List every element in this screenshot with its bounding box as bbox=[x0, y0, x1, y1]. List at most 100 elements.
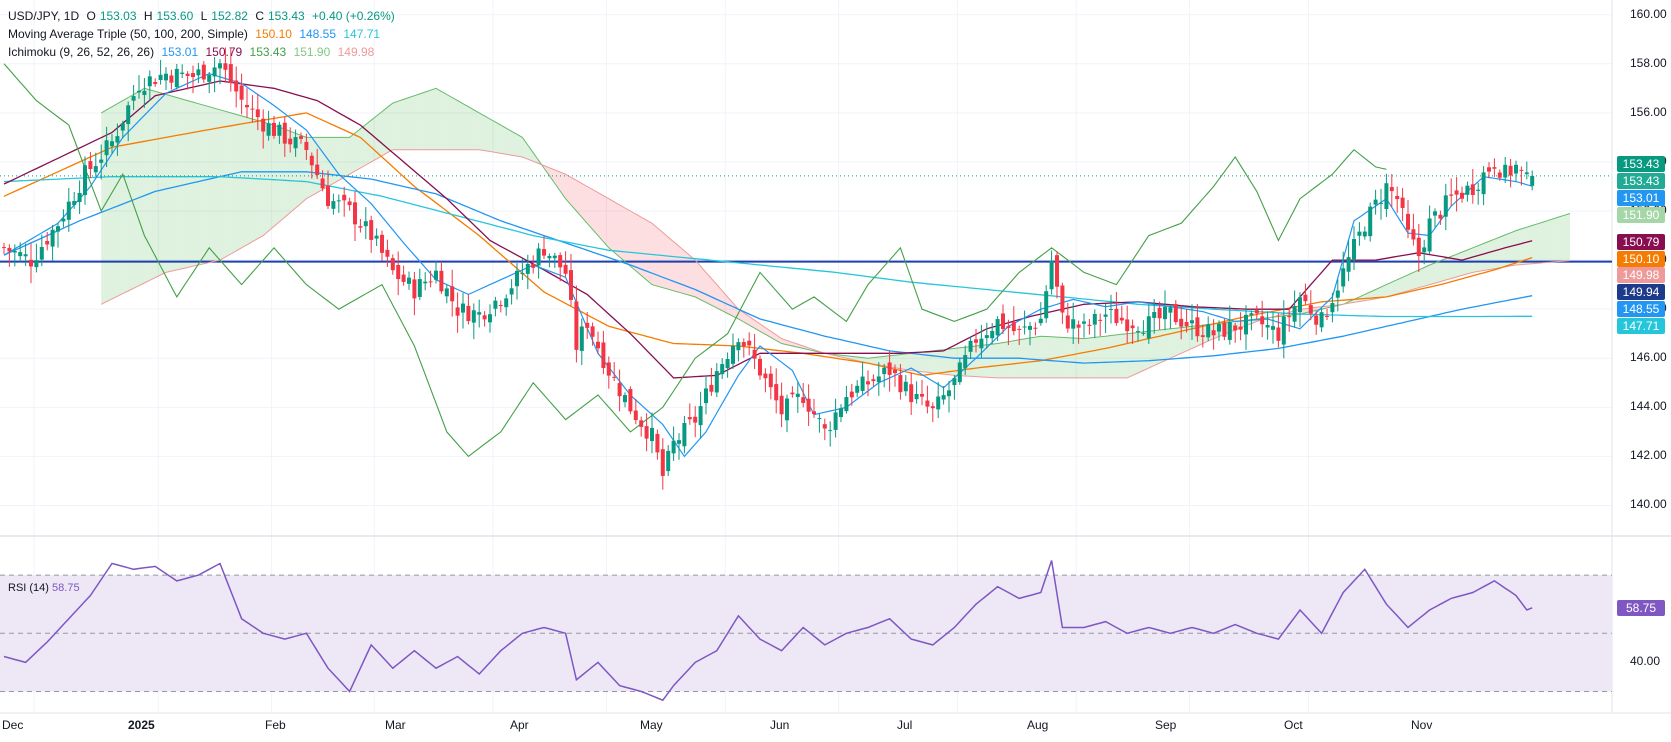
ichimoku-span-a-line bbox=[100, 87, 1571, 359]
candle-body bbox=[1141, 332, 1146, 334]
ichimoku-cloud-segment bbox=[565, 174, 571, 205]
candle-body bbox=[282, 122, 287, 144]
ichimoku-cloud-segment bbox=[522, 137, 528, 160]
candle-body bbox=[1465, 185, 1470, 195]
ichimoku-cloud-segment bbox=[592, 189, 598, 236]
candle-body bbox=[768, 373, 773, 388]
candle-body bbox=[1298, 297, 1302, 313]
ichimoku-cloud-segment bbox=[247, 117, 253, 245]
ichimoku-cloud-segment bbox=[322, 137, 328, 190]
ichimoku-cloud-segment bbox=[122, 97, 129, 294]
ichimoku-cloud-segment bbox=[1046, 336, 1052, 378]
candle-body bbox=[552, 255, 557, 259]
price-tick-label: 144.00 bbox=[1630, 399, 1667, 414]
candle-body bbox=[1098, 319, 1103, 321]
ichimoku-cloud-segment bbox=[1375, 287, 1381, 299]
legend-ichimoku-row[interactable]: Ichimoku (9, 26, 52, 26, 26) 153.01 150.… bbox=[8, 44, 378, 60]
ma50-value: 150.10 bbox=[255, 27, 292, 41]
ichimoku-cloud-segment bbox=[1521, 227, 1527, 265]
candle-body bbox=[18, 252, 23, 257]
candle-body bbox=[147, 76, 152, 87]
candle-body bbox=[806, 398, 811, 412]
ichimoku-cloud-segment bbox=[333, 137, 339, 184]
candle-body bbox=[1470, 184, 1475, 195]
candle-body bbox=[1011, 322, 1016, 332]
candle-body bbox=[682, 423, 687, 447]
rsi-legend[interactable]: RSI (14) 58.75 bbox=[8, 582, 80, 594]
candle-body bbox=[590, 326, 595, 337]
candle-body bbox=[1119, 317, 1124, 321]
ichimoku-cloud-segment bbox=[554, 169, 561, 192]
ichimoku-cloud-segment bbox=[236, 114, 242, 251]
candle-body bbox=[1319, 312, 1324, 328]
ichimoku-cloud-segment bbox=[241, 115, 247, 248]
ichimoku-cloud-segment bbox=[344, 137, 350, 178]
candle-body bbox=[66, 201, 71, 220]
candle-body bbox=[558, 255, 563, 268]
ichimoku-cloud-segment bbox=[479, 112, 485, 151]
ichimoku-cloud-segment bbox=[1462, 249, 1468, 276]
candle-body bbox=[1519, 169, 1524, 171]
candle-body bbox=[790, 392, 795, 395]
candle-body bbox=[385, 249, 390, 257]
candle-body bbox=[261, 118, 266, 132]
candle-body bbox=[1017, 328, 1022, 330]
candle-body bbox=[1211, 330, 1216, 336]
candle-body bbox=[601, 342, 606, 368]
price-tag: 147.71 bbox=[1617, 318, 1665, 334]
candle-body bbox=[374, 235, 379, 239]
candle-body bbox=[504, 298, 509, 308]
time-tick-label: May bbox=[640, 718, 663, 732]
ichimoku-cloud-segment bbox=[587, 186, 593, 230]
ichimoku-cloud-segment bbox=[295, 133, 301, 208]
candle-body bbox=[299, 136, 303, 139]
candle-body bbox=[1001, 313, 1005, 329]
candle-body bbox=[255, 109, 260, 118]
candle-body bbox=[56, 226, 60, 232]
legend-ma-row[interactable]: Moving Average Triple (50, 100, 200, Sim… bbox=[8, 26, 384, 42]
symbol-label: USD/JPY, 1D bbox=[8, 9, 80, 23]
ichimoku-cloud-segment bbox=[160, 92, 166, 276]
candle-body bbox=[930, 406, 935, 409]
candle-body bbox=[763, 373, 768, 379]
time-tick-label: Apr bbox=[510, 718, 529, 732]
candle-body bbox=[1055, 255, 1059, 287]
price-tag: 153.43 bbox=[1617, 173, 1665, 189]
ichimoku-cloud-segment bbox=[1553, 216, 1560, 262]
candle-body bbox=[169, 75, 174, 83]
candle-body bbox=[1335, 290, 1340, 298]
candle-body bbox=[428, 281, 433, 283]
low-value: 152.82 bbox=[211, 9, 248, 23]
candle-body bbox=[1281, 316, 1286, 345]
candle-body bbox=[1492, 167, 1497, 169]
ichimoku-conversion-value: 153.01 bbox=[161, 45, 199, 59]
candle-body bbox=[1276, 327, 1281, 341]
candle-body bbox=[1163, 306, 1167, 320]
time-tick-label: Aug bbox=[1027, 718, 1049, 732]
ichimoku-cloud-segment bbox=[1435, 260, 1441, 284]
ichimoku-cloud-segment bbox=[1478, 243, 1484, 272]
ichimoku-cloud-segment bbox=[473, 109, 480, 150]
candle-body bbox=[461, 303, 465, 313]
price-tag: 149.98 bbox=[1617, 267, 1665, 283]
candle-body bbox=[207, 74, 212, 82]
time-tick-label: Nov bbox=[1411, 718, 1433, 732]
candle-body bbox=[218, 63, 222, 69]
ichimoku-cloud-segment bbox=[992, 343, 998, 378]
candle-body bbox=[1292, 306, 1297, 322]
ichimoku-cloud-segment bbox=[392, 101, 399, 150]
ichimoku-cloud-segment bbox=[635, 214, 642, 276]
candle-body bbox=[185, 73, 190, 77]
candle-body bbox=[320, 178, 325, 189]
ichimoku-cloud-segment bbox=[608, 198, 615, 253]
candle-body bbox=[903, 381, 908, 392]
candle-body bbox=[509, 288, 514, 295]
ichimoku-cloud-segment bbox=[673, 241, 679, 293]
candle-body bbox=[1222, 322, 1227, 337]
ichimoku-cloud-segment bbox=[1100, 336, 1106, 378]
ichimoku-cloud-segment bbox=[182, 99, 188, 269]
candle-body bbox=[1352, 239, 1356, 260]
candle-body bbox=[1514, 164, 1518, 174]
candle-body bbox=[974, 339, 978, 343]
